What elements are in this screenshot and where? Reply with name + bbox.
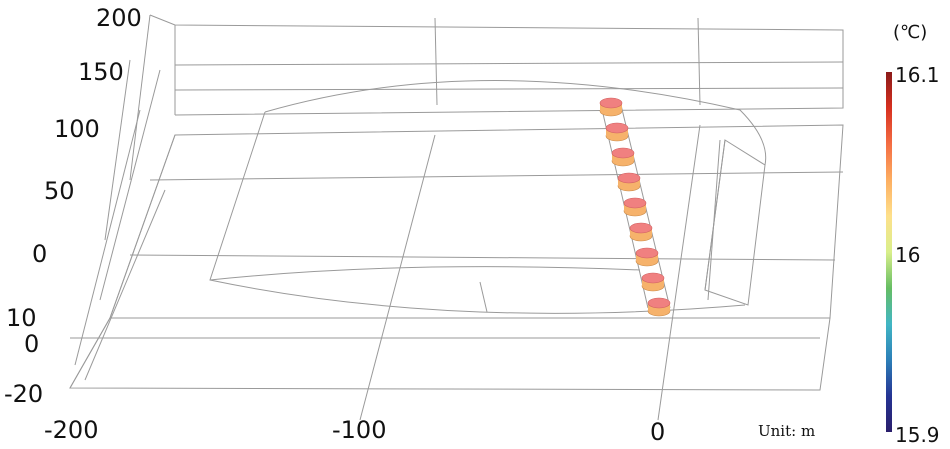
cylinder-column <box>599 97 671 317</box>
x-tick-label: -100 <box>332 416 386 444</box>
colorbar-mid-label: 16 <box>895 243 920 267</box>
unit-label: Unit: m <box>758 422 815 440</box>
colorbar-gradient <box>886 72 892 432</box>
z-tick-label: 100 <box>54 115 100 143</box>
cylinder <box>635 247 659 267</box>
colorbar-min-label: 15.9 <box>895 423 940 447</box>
cylinder <box>641 272 665 292</box>
colorbar-unit: (℃) <box>893 22 927 43</box>
vertical-axis: 200 150 100 50 0 10 0 -20 <box>4 4 142 408</box>
cylinder <box>647 297 671 317</box>
cylinder <box>605 122 629 142</box>
z-tick-label: 10 <box>6 304 37 332</box>
cylinder <box>617 172 641 192</box>
horizontal-axis: -200 -100 0 <box>44 416 665 446</box>
colorbar: (℃) 16.1 16 15.9 <box>886 22 940 447</box>
cylinder <box>599 97 623 117</box>
x-tick-label: 0 <box>650 418 665 446</box>
z-tick-label: 0 <box>24 330 39 358</box>
cylinder <box>611 147 635 167</box>
z-tick-label: 0 <box>32 240 47 268</box>
domain-wireframe <box>69 14 844 421</box>
x-tick-label: -200 <box>44 416 98 444</box>
z-tick-label: -20 <box>4 380 43 408</box>
cylinder <box>629 222 653 242</box>
z-tick-label: 150 <box>78 58 124 86</box>
cylinder <box>623 197 647 217</box>
z-tick-label: 50 <box>44 177 75 205</box>
z-tick-label: 200 <box>96 4 142 32</box>
colorbar-max-label: 16.1 <box>895 63 940 87</box>
